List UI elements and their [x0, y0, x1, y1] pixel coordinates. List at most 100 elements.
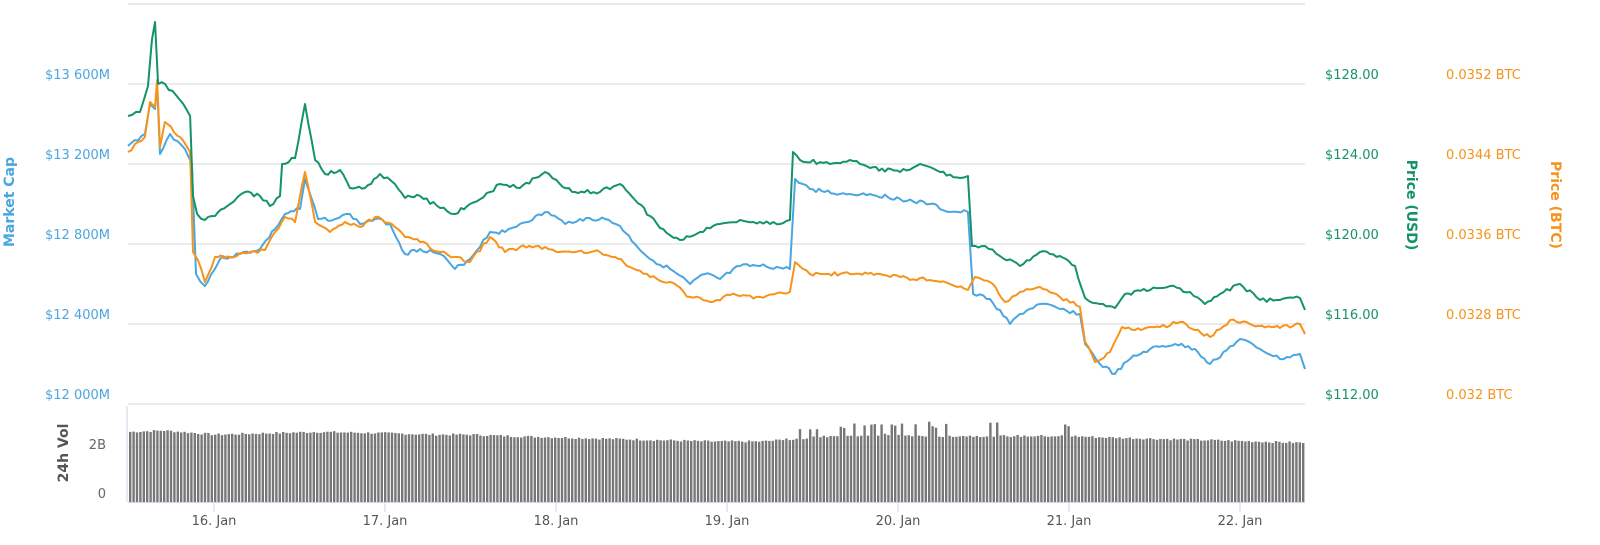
volume-bar — [305, 433, 309, 502]
volume-bar — [914, 424, 917, 502]
volume-bar — [717, 441, 720, 502]
volume-bar — [1084, 436, 1087, 502]
volume-bar — [747, 440, 751, 502]
volume-bar — [516, 437, 519, 502]
volume-bar — [1240, 440, 1244, 502]
volume-bar — [1074, 435, 1077, 502]
volume-bar — [979, 437, 982, 502]
volume-bar — [662, 440, 666, 502]
volume-bar — [955, 436, 958, 502]
volume-bar — [1026, 436, 1029, 502]
volume-bar — [883, 433, 887, 502]
volume-bar — [1285, 442, 1288, 502]
volume-bar — [1125, 438, 1128, 502]
volume-bar — [911, 436, 914, 502]
volume-bar — [1053, 436, 1057, 502]
volume-bar — [805, 438, 808, 502]
volume-bar — [159, 430, 162, 502]
x-tick-label: 16. Jan — [191, 514, 237, 529]
volume-bar — [645, 440, 649, 502]
volume-bar — [292, 432, 295, 502]
volume-bar — [992, 436, 995, 502]
volume-bar — [448, 435, 451, 502]
volume-bar — [1070, 436, 1074, 502]
volume-bar — [1002, 435, 1006, 502]
volume-bar — [407, 434, 411, 502]
volume-bar — [363, 433, 366, 502]
volume-bar — [275, 432, 278, 502]
volume-bar — [1210, 439, 1213, 502]
volume-bar — [785, 438, 788, 502]
btc-price-tick: 0.0328 BTC — [1446, 308, 1521, 323]
volume-bar — [543, 437, 547, 502]
volume-bar — [1237, 440, 1240, 502]
usd-price-tick: $120.00 — [1325, 228, 1379, 243]
volume-bar — [642, 440, 645, 502]
volume-bar — [1118, 437, 1121, 502]
volume-bar — [1200, 440, 1203, 502]
volume-bar — [554, 437, 557, 502]
volume-bar — [523, 436, 526, 502]
volume-bar — [424, 433, 428, 502]
volume-bar — [462, 434, 465, 502]
volume-bar — [560, 438, 564, 502]
volume-bar — [656, 439, 659, 502]
volume-bar — [520, 437, 523, 502]
volume-bar — [846, 435, 849, 502]
volume-bar — [526, 435, 530, 502]
market-cap-line — [127, 83, 1306, 375]
volume-bar — [849, 435, 853, 502]
volume-bar — [156, 430, 159, 502]
volume-bar — [316, 432, 319, 502]
volume-bar — [227, 434, 230, 502]
volume-tick: 2B — [88, 438, 106, 453]
volume-bar — [214, 434, 217, 502]
volume-bar — [999, 435, 1002, 502]
volume-bar — [730, 440, 734, 502]
volume-bar — [203, 432, 207, 502]
volume-bar — [968, 435, 972, 502]
volume-bar — [435, 435, 438, 502]
volume-bar — [506, 435, 509, 502]
volume-bar — [438, 434, 441, 502]
volume-bar — [384, 432, 387, 502]
volume-bar — [1040, 435, 1043, 502]
btc-price-tick: 0.0336 BTC — [1446, 228, 1521, 243]
volume-bar — [1251, 442, 1254, 502]
volume-bar — [693, 440, 696, 502]
volume-bar — [288, 433, 292, 502]
volume-bar — [703, 440, 706, 502]
x-tick-label: 17. Jan — [362, 514, 408, 529]
volume-bar — [489, 434, 492, 502]
volume-bar — [1203, 440, 1206, 502]
x-tick-label: 21. Jan — [1046, 514, 1092, 529]
market-cap-tick: $12 800M — [45, 228, 110, 243]
volume-bar — [965, 436, 968, 502]
volume-bar — [1033, 436, 1036, 502]
btc-price-tick: 0.0344 BTC — [1446, 148, 1521, 163]
volume-bar — [322, 432, 326, 502]
x-tick-label: 22. Jan — [1217, 514, 1263, 529]
volume-bar — [237, 434, 241, 502]
volume-bar — [659, 440, 662, 502]
market-cap-tick: $13 600M — [45, 68, 110, 83]
volume-bar — [917, 435, 921, 502]
volume-bar — [1111, 437, 1114, 502]
volume-bar — [1227, 440, 1230, 502]
volume-bar — [1019, 436, 1023, 502]
volume-bar — [571, 438, 574, 502]
volume-bar — [853, 423, 856, 502]
volume-bar — [149, 432, 152, 502]
volume-bar — [1009, 437, 1012, 502]
volume-bar — [679, 441, 683, 502]
volume-bar — [418, 434, 421, 502]
volume-bar — [601, 438, 604, 502]
market-cap-axis-title: Market Cap — [2, 156, 18, 248]
volume-bar — [635, 438, 638, 502]
volume-bar — [186, 433, 190, 502]
volume-bar — [1047, 436, 1050, 502]
volume-bar — [686, 440, 689, 502]
volume-bar — [781, 440, 785, 502]
volume-bar — [336, 432, 339, 502]
x-tick-label: 18. Jan — [533, 514, 579, 529]
